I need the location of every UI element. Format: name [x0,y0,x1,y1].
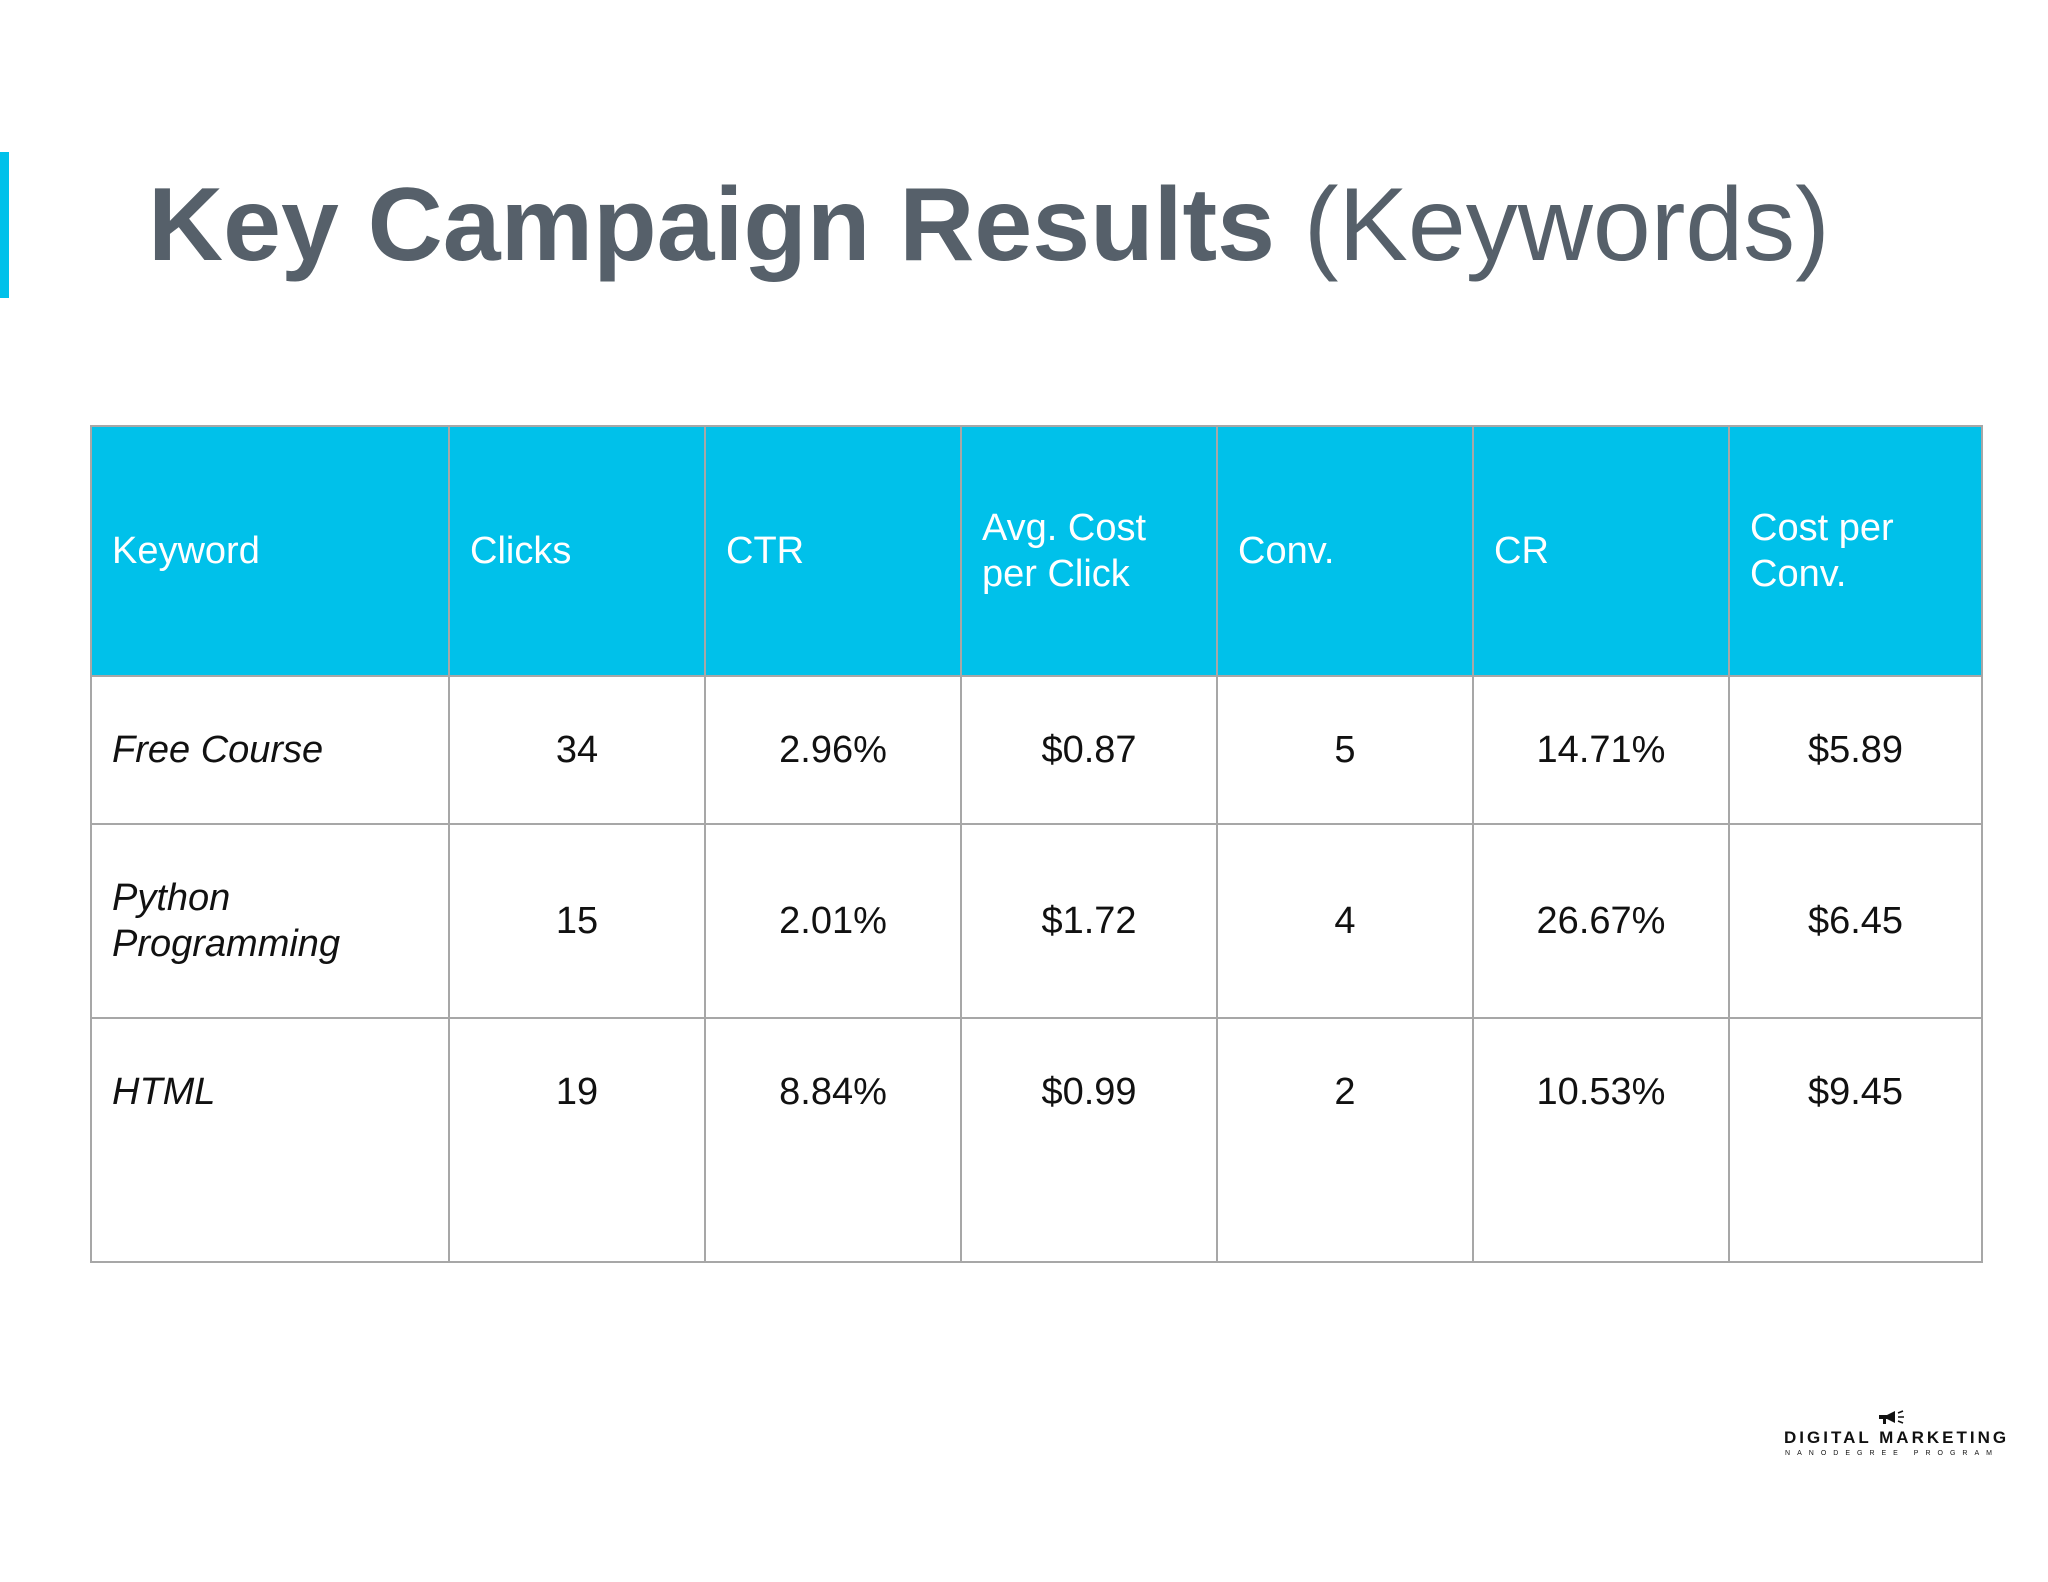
digital-marketing-logo: DIGITAL MARKETING NANODEGREE PROGRAM [1784,1408,2010,1457]
logo-subtitle: NANODEGREE PROGRAM [1785,1450,1999,1457]
cell-ctr: 8.84% [704,1017,962,1263]
cell-clicks: 15 [448,823,706,1019]
slide-title-bold: Key Campaign Results [148,167,1275,283]
cell-ctr: 2.01% [704,823,962,1019]
slide-title-rest: (Keywords) [1303,167,1830,283]
cell-clicks: 19 [448,1017,706,1263]
cell-keyword: Python Programming [90,823,450,1019]
cell-keyword: HTML [90,1017,450,1263]
cell-avg-cost-per-click: $0.87 [960,675,1218,825]
accent-bar [0,152,9,298]
cell-cr: 14.71% [1472,675,1730,825]
table-header-row: Keyword Clicks CTR Avg. Cost per Click C… [90,425,1983,677]
header-ctr: CTR [704,425,962,677]
header-avg-cost-per-click: Avg. Cost per Click [960,425,1218,677]
cell-cost-per-conversion: $5.89 [1728,675,1983,825]
cell-conversions: 2 [1216,1017,1474,1263]
header-conversions: Conv. [1216,425,1474,677]
keyword-results-table: Keyword Clicks CTR Avg. Cost per Click C… [90,425,1983,1263]
cell-keyword: Free Course [90,675,450,825]
cell-clicks: 34 [448,675,706,825]
table-row: Python Programming 15 2.01% $1.72 4 26.6… [90,823,1983,1019]
cell-ctr: 2.96% [704,675,962,825]
cell-avg-cost-per-click: $1.72 [960,823,1218,1019]
cell-conversions: 5 [1216,675,1474,825]
table-row: HTML 19 8.84% $0.99 2 10.53% $9.45 [90,1017,1983,1263]
cell-cr: 10.53% [1472,1017,1730,1263]
cell-conversions: 4 [1216,823,1474,1019]
header-cost-per-conversion: Cost per Conv. [1728,425,1983,677]
table-row: Free Course 34 2.96% $0.87 5 14.71% $5.8… [90,675,1983,825]
slide-title: Key Campaign Results (Keywords) [148,160,1830,290]
cell-avg-cost-per-click: $0.99 [960,1017,1218,1263]
header-keyword: Keyword [90,425,450,677]
header-cr: CR [1472,425,1730,677]
megaphone-icon [1879,1410,1904,1424]
logo-title: DIGITAL MARKETING [1784,1428,2010,1447]
header-clicks: Clicks [448,425,706,677]
cell-cost-per-conversion: $9.45 [1728,1017,1983,1263]
cell-cr: 26.67% [1472,823,1730,1019]
cell-cost-per-conversion: $6.45 [1728,823,1983,1019]
